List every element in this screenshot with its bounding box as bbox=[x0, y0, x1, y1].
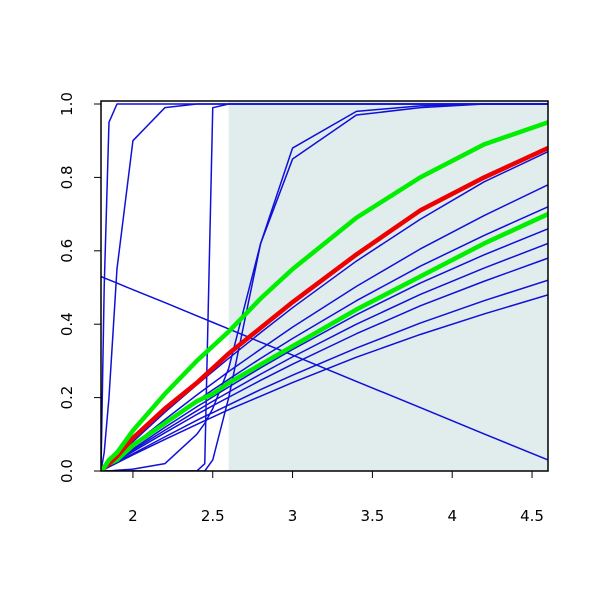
y-tick-label: 0.4 bbox=[58, 312, 76, 336]
y-tick-label: 0.0 bbox=[58, 459, 76, 483]
y-tick-label: 0.6 bbox=[58, 239, 76, 263]
x-tick-label: 2.5 bbox=[201, 507, 225, 525]
plot-box bbox=[100, 100, 549, 472]
x-tick-label: 3.5 bbox=[360, 507, 384, 525]
series-line bbox=[101, 103, 548, 471]
series-line bbox=[101, 103, 548, 471]
y-tick-label: 0.8 bbox=[58, 165, 76, 189]
y-tick-label: 0.2 bbox=[58, 386, 76, 410]
series-line bbox=[101, 145, 548, 471]
series-line bbox=[101, 275, 548, 461]
lines bbox=[101, 103, 548, 471]
y-tick-label: 1.0 bbox=[58, 92, 76, 116]
shaded-region bbox=[228, 101, 548, 471]
x-tick-label: 2 bbox=[128, 507, 138, 525]
x-tick-label: 3 bbox=[288, 507, 298, 525]
x-tick-label: 4.5 bbox=[520, 507, 544, 525]
x-tick-label: 4 bbox=[447, 507, 457, 525]
series-line bbox=[101, 120, 548, 471]
